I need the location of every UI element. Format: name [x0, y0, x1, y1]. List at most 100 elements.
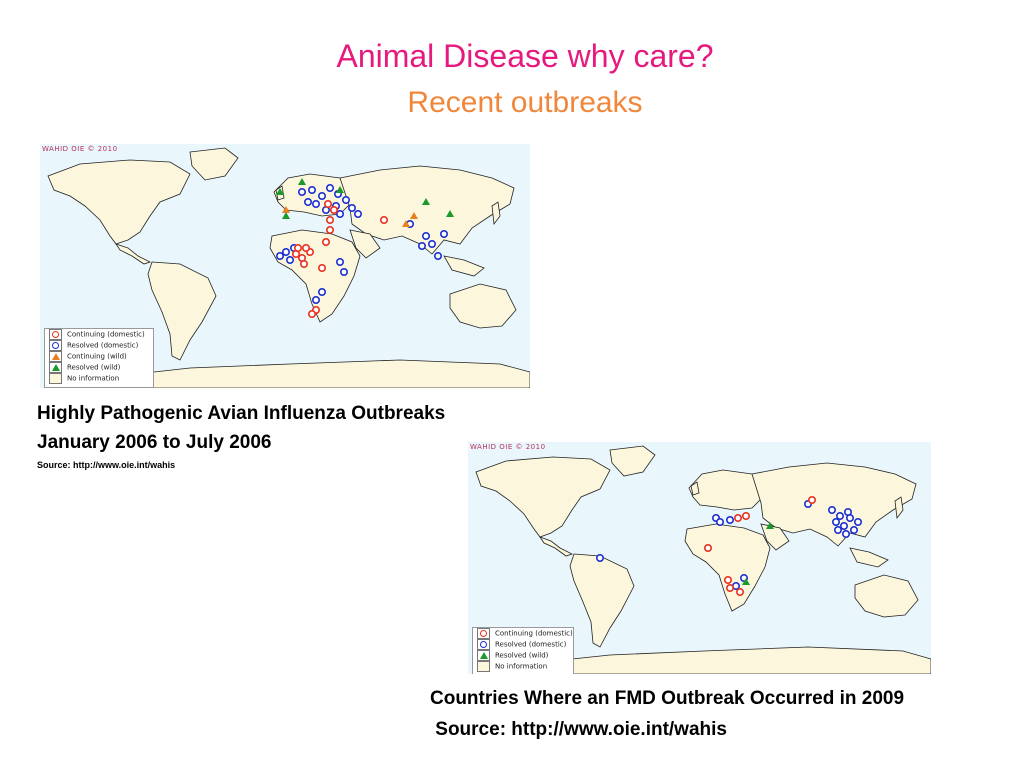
- outbreak-marker: [843, 508, 852, 517]
- outbreak-marker: [286, 256, 295, 265]
- greenland: [609, 445, 656, 477]
- outbreak-marker: [301, 244, 310, 253]
- outbreak-marker: [596, 554, 605, 563]
- outbreak-marker: [725, 516, 734, 525]
- outbreak-marker: [839, 522, 848, 531]
- uk: [690, 481, 700, 496]
- antarctica: [79, 359, 530, 388]
- outbreak-marker: [841, 530, 850, 539]
- outbreak-marker: [339, 268, 348, 277]
- blue-ring-icon: [49, 340, 62, 351]
- fmd-map: WAHID OIE © 2010 Continuing (domestic) R…: [468, 442, 931, 674]
- outbreak-marker: [831, 518, 840, 527]
- outbreak-marker: [323, 199, 332, 208]
- outbreak-marker: [311, 199, 320, 208]
- outbreak-marker: [336, 186, 344, 193]
- map1-caption-line1: Highly Pathogenic Avian Influenza Outbre…: [37, 403, 446, 424]
- outbreak-marker: [303, 197, 312, 206]
- map2-caption: Countries Where an FMD Outbreak Occurred…: [430, 688, 905, 709]
- central-america: [538, 536, 574, 557]
- outbreak-marker: [741, 512, 750, 521]
- map1-caption-line2: January 2006 to July 2006: [37, 432, 272, 453]
- outbreak-marker: [716, 518, 725, 527]
- outbreak-marker: [725, 584, 734, 593]
- outbreak-marker: [325, 226, 334, 235]
- outbreak-marker: [742, 578, 750, 585]
- legend-resolved-wild: Resolved (wild): [49, 362, 120, 373]
- outbreak-marker: [421, 232, 430, 241]
- north-america: [47, 159, 191, 245]
- arabia: [349, 229, 381, 259]
- legend-resolved-domestic: Resolved (domestic): [49, 340, 138, 351]
- outbreak-marker: [353, 210, 362, 219]
- outbreak-marker: [282, 248, 291, 257]
- outbreak-marker: [311, 296, 320, 305]
- map-legend: Continuing (domestic) Resolved (domestic…: [472, 627, 574, 674]
- outbreak-marker: [379, 216, 388, 225]
- outbreak-marker: [849, 526, 858, 535]
- outbreak-marker: [853, 518, 862, 527]
- outbreak-marker: [317, 264, 326, 273]
- outbreak-marker: [417, 242, 426, 251]
- japan: [491, 201, 501, 226]
- outbreak-marker: [321, 238, 330, 247]
- red-ring-icon: [49, 329, 62, 340]
- legend-no-information: No information: [477, 661, 547, 672]
- copyright-label: WAHID OIE © 2010: [42, 145, 118, 153]
- outbreak-marker: [733, 514, 742, 523]
- green-triangle-icon: [49, 362, 62, 373]
- outbreak-marker: [294, 244, 303, 253]
- blank-swatch-icon: [477, 661, 490, 672]
- outbreak-marker: [329, 205, 338, 214]
- outbreak-marker: [276, 188, 284, 195]
- legend-continuing-domestic: Continuing (domestic): [49, 329, 145, 340]
- red-ring-icon: [477, 628, 490, 639]
- slide-title: Animal Disease why care?: [336, 38, 714, 74]
- legend-continuing-wild: Continuing (wild): [49, 351, 127, 362]
- blank-swatch-icon: [49, 373, 62, 384]
- japan: [894, 496, 904, 520]
- outbreak-marker: [433, 252, 442, 261]
- outbreak-marker: [422, 198, 430, 205]
- legend-resolved-wild: Resolved (wild): [477, 650, 548, 661]
- outbreak-marker: [735, 588, 744, 597]
- outbreak-markers: [276, 178, 454, 319]
- outbreak-marker: [298, 178, 306, 185]
- outbreak-marker: [402, 220, 410, 227]
- outbreak-marker: [317, 288, 326, 297]
- outbreak-marker: [347, 203, 356, 212]
- world-map-1: [47, 147, 530, 388]
- outbreak-marker: [439, 230, 448, 239]
- map1-source: Source: http://www.oie.int/wahis: [37, 460, 176, 470]
- greenland: [189, 147, 239, 181]
- world-map-2: [475, 445, 931, 674]
- outbreak-marker: [325, 216, 334, 225]
- outbreak-marker: [335, 258, 344, 267]
- outbreak-marker: [446, 210, 454, 217]
- central-america: [115, 243, 152, 265]
- legend-continuing-domestic: Continuing (domestic): [477, 628, 573, 639]
- africa: [684, 523, 771, 612]
- outbreak-marker: [276, 252, 285, 261]
- south-america: [147, 261, 217, 361]
- outbreak-marker: [827, 506, 836, 515]
- outbreak-marker: [282, 206, 290, 213]
- outbreak-marker: [282, 212, 290, 219]
- map2-source: Source: http://www.oie.int/wahis: [430, 719, 727, 740]
- outbreak-marker: [325, 183, 334, 192]
- south-america: [569, 553, 635, 648]
- outbreak-marker: [307, 185, 316, 194]
- legend-resolved-domestic: Resolved (domestic): [477, 639, 566, 650]
- outbreak-marker: [723, 576, 732, 585]
- outbreak-marker: [807, 495, 816, 504]
- legend-no-information: No information: [49, 373, 119, 384]
- outbreak-marker: [835, 512, 844, 521]
- outbreak-marker: [704, 544, 713, 553]
- southeast-asia: [443, 255, 485, 277]
- arabia: [760, 523, 790, 551]
- outbreak-marker: [766, 522, 774, 529]
- australia: [449, 283, 517, 329]
- outbreak-marker: [297, 187, 306, 196]
- map-legend: Continuing (domestic) Resolved (domestic…: [44, 328, 154, 388]
- green-triangle-icon: [477, 650, 490, 661]
